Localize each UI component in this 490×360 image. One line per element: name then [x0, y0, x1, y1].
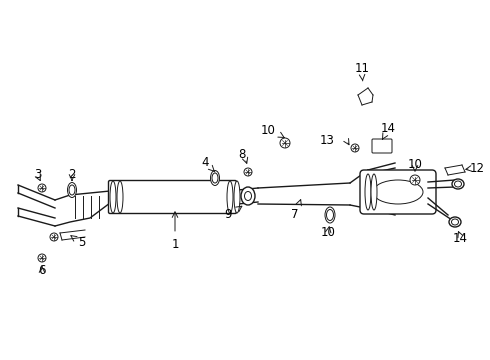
FancyBboxPatch shape	[360, 170, 436, 214]
Ellipse shape	[451, 219, 459, 225]
Text: 14: 14	[381, 122, 395, 135]
Ellipse shape	[326, 210, 334, 220]
Circle shape	[38, 184, 46, 192]
Ellipse shape	[227, 181, 233, 213]
Circle shape	[38, 254, 46, 262]
Text: 14: 14	[452, 231, 467, 244]
Circle shape	[50, 233, 58, 241]
Text: 5: 5	[78, 235, 86, 248]
Circle shape	[410, 175, 420, 185]
FancyBboxPatch shape	[108, 180, 237, 213]
Text: 10: 10	[261, 123, 275, 136]
Circle shape	[280, 138, 290, 148]
Ellipse shape	[117, 181, 123, 213]
Ellipse shape	[373, 180, 423, 204]
Text: 4: 4	[201, 156, 209, 168]
Circle shape	[351, 144, 359, 152]
Ellipse shape	[325, 207, 335, 223]
Text: 12: 12	[470, 162, 485, 175]
Text: 9: 9	[224, 208, 232, 221]
Text: 11: 11	[354, 62, 369, 75]
Ellipse shape	[371, 174, 377, 210]
Ellipse shape	[241, 187, 255, 205]
Ellipse shape	[211, 171, 220, 185]
Ellipse shape	[234, 181, 240, 213]
Text: 10: 10	[320, 225, 336, 238]
Text: 3: 3	[34, 168, 42, 181]
FancyBboxPatch shape	[372, 139, 392, 153]
Text: 10: 10	[408, 158, 422, 171]
Ellipse shape	[455, 181, 462, 187]
Ellipse shape	[245, 192, 251, 201]
Text: 8: 8	[238, 148, 245, 162]
Ellipse shape	[69, 185, 75, 195]
Circle shape	[244, 168, 252, 176]
Text: 6: 6	[38, 264, 46, 276]
Text: 13: 13	[320, 134, 335, 147]
Text: 7: 7	[291, 208, 299, 221]
Ellipse shape	[68, 183, 76, 198]
Text: 2: 2	[68, 168, 76, 181]
Ellipse shape	[365, 174, 371, 210]
Ellipse shape	[449, 217, 461, 227]
Ellipse shape	[452, 179, 464, 189]
Ellipse shape	[212, 173, 218, 183]
Ellipse shape	[110, 181, 116, 213]
Text: 1: 1	[171, 238, 179, 252]
